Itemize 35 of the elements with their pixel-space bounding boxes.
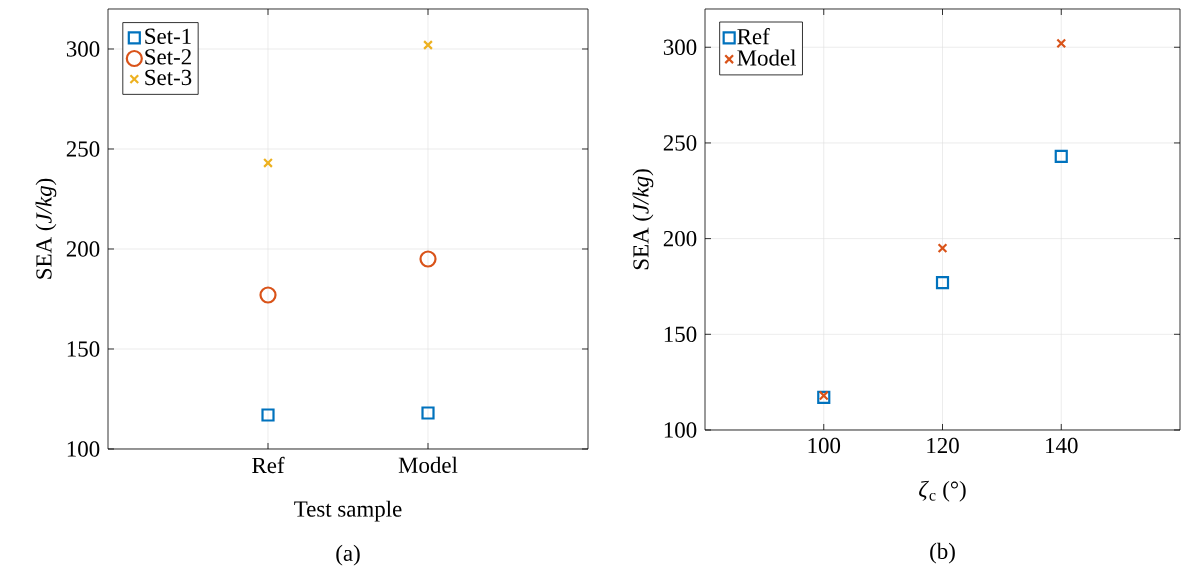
point [261,408,275,422]
y-axis-title: SEA (J/kg) [632,169,654,270]
text: (a) [336,544,360,566]
y-tick-label: 300 [663,39,697,55]
x-tick-label: 120 [927,437,959,454]
point [259,286,277,304]
legend-label: Model [737,49,797,66]
point [935,276,950,290]
legend-label: Set-3 [145,69,192,86]
point [421,406,435,420]
x-tick-label: 140 [1046,437,1078,454]
legend-label: Set-2 [145,49,191,65]
y-tick-label: 300 [66,41,100,57]
y-tick-label: 200 [663,230,697,247]
point [423,40,433,50]
legend-label: Set-1 [145,28,191,44]
y-tick-label: 150 [664,326,697,343]
point [818,390,829,401]
y-tick-label: 200 [66,241,100,257]
y-tick-label: 100 [664,422,697,438]
point [419,250,437,268]
y-tick-label: 250 [66,141,100,157]
point [1054,149,1068,163]
x-axis-title: ζ$_{c}$ (°) [919,480,966,502]
y-tick-label: 150 [67,341,100,357]
point [937,243,948,254]
legend-label: Ref [737,28,770,45]
y-axis-title: SEA (J/kg) [35,178,57,279]
point [263,158,273,168]
x-axis-title: Test sample [294,500,402,522]
y-tick-label: 250 [663,135,697,151]
point [1056,38,1067,49]
text: (b) [930,542,955,564]
x-tick-label: 100 [808,437,841,454]
point [817,390,831,405]
